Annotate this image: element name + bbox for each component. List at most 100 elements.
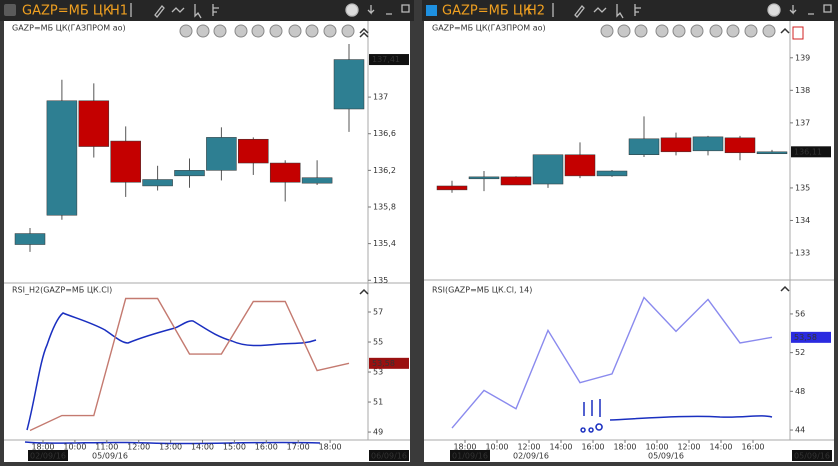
time-label: 10:00 — [63, 443, 86, 452]
time-label: 18:00 — [613, 443, 636, 452]
nav-button[interactable] — [234, 24, 248, 38]
title-bar — [0, 0, 414, 21]
tool-icons[interactable] — [130, 3, 219, 19]
candle-body — [301, 177, 333, 184]
symbol: GAZP=МБ ЦК — [442, 4, 532, 19]
toolbar — [130, 3, 832, 19]
nav-button[interactable] — [709, 24, 723, 38]
nav-button[interactable] — [179, 24, 193, 38]
candle-body — [174, 170, 205, 177]
pane-borders — [4, 21, 834, 441]
nav-button[interactable] — [213, 24, 227, 38]
date-label: 05/09/16 — [794, 452, 830, 461]
time-label: 10:00 — [485, 443, 508, 452]
candle-body — [238, 138, 269, 164]
date-box — [450, 450, 490, 461]
time-label: 12:00 — [677, 443, 700, 452]
freehand-line — [24, 441, 321, 445]
window-icon[interactable] — [426, 5, 437, 16]
nav-button[interactable] — [305, 24, 319, 38]
y-tick-label: 138 — [795, 86, 810, 95]
last-value-label: 137,41 — [372, 55, 400, 64]
y-tick-label: 135 — [373, 276, 388, 285]
nav-button[interactable] — [600, 24, 614, 38]
nav-button[interactable] — [690, 24, 704, 38]
symbol: GAZP=МБ ЦК — [22, 4, 112, 19]
candle-body — [628, 138, 660, 155]
candle-body — [78, 100, 110, 147]
candle-body — [500, 176, 532, 186]
time-label: 16:00 — [581, 443, 604, 452]
y-tick-label: 133 — [795, 248, 810, 257]
y-tick-label: 134 — [795, 216, 810, 225]
date-label: 02/09/16 — [513, 452, 549, 461]
timeframe: H1 — [110, 4, 128, 19]
window-icon[interactable] — [4, 4, 16, 16]
nav-button[interactable] — [269, 24, 283, 38]
time-label: 14:00 — [709, 443, 732, 452]
time-label: 17:00 — [287, 443, 310, 452]
time-label: 13:00 — [159, 443, 182, 452]
date-label: 02/09/16 — [30, 452, 66, 461]
nav-button[interactable] — [251, 24, 265, 38]
dollar-button[interactable] — [345, 3, 359, 17]
freehand-drawing — [24, 312, 773, 445]
nav-button[interactable] — [655, 24, 669, 38]
freehand-line — [26, 312, 317, 431]
collapse-icons[interactable] — [359, 27, 790, 295]
nav-button[interactable] — [634, 24, 648, 38]
nav-button[interactable] — [744, 24, 758, 38]
y-tick-label: 136,2 — [373, 166, 396, 175]
window-controls[interactable] — [367, 4, 832, 15]
time-label: 10:00 — [645, 443, 668, 452]
chart-area — [424, 21, 834, 462]
y-tick-label: 137 — [373, 93, 388, 102]
candle-body — [660, 137, 692, 153]
y-tick-label: 135,4 — [373, 239, 396, 248]
nav-button[interactable] — [341, 24, 355, 38]
candle-body — [692, 136, 724, 152]
rsi-line — [29, 297, 350, 432]
date-box — [369, 450, 409, 461]
time-label: 18:00 — [31, 443, 54, 452]
tool-icons[interactable] — [552, 3, 641, 19]
time-label: 14:00 — [191, 443, 214, 452]
nav-button[interactable] — [726, 24, 740, 38]
candle-body — [564, 154, 596, 177]
title-bar — [422, 0, 838, 21]
date-box — [28, 450, 68, 461]
candle-body — [46, 100, 78, 216]
candle-body — [206, 137, 237, 171]
nav-button[interactable] — [617, 24, 631, 38]
pane-title: GAZP=МБ ЦК(ГАЗПРОМ ао) — [12, 24, 126, 33]
last-value-box — [369, 54, 409, 66]
time-label: 18:00 — [453, 443, 476, 452]
timeframe: H2 — [527, 4, 545, 19]
y-tick-label: 52 — [795, 348, 805, 357]
alert-icon[interactable] — [792, 26, 804, 40]
y-tick-label: 55 — [373, 338, 383, 347]
last-value-label: 53,58 — [794, 333, 817, 342]
candle-body — [269, 162, 301, 183]
date-label: 05/09/16 — [648, 452, 684, 461]
candle-body — [532, 154, 564, 185]
nav-button[interactable] — [762, 24, 776, 38]
nav-button[interactable] — [288, 24, 302, 38]
y-tick-label: 137 — [795, 118, 810, 127]
dollar-button[interactable] — [767, 3, 781, 17]
time-label: 16:00 — [741, 443, 764, 452]
last-value-box — [369, 357, 409, 369]
nav-button[interactable] — [196, 24, 210, 38]
date-label: 05/09/16 — [92, 452, 128, 461]
nav-button[interactable] — [323, 24, 337, 38]
y-tick-label: 48 — [795, 387, 805, 396]
candle-body — [724, 137, 756, 154]
last-value-box — [791, 331, 831, 343]
time-label: 12:00 — [127, 443, 150, 452]
pane-title: RSI_H2(GAZP=МБ ЦК.Cl) — [12, 286, 112, 295]
nav-button[interactable] — [672, 24, 686, 38]
time-label: 11:00 — [95, 443, 118, 452]
pane-title: GAZP=МБ ЦК(ГАЗПРОМ ао) — [432, 24, 546, 33]
